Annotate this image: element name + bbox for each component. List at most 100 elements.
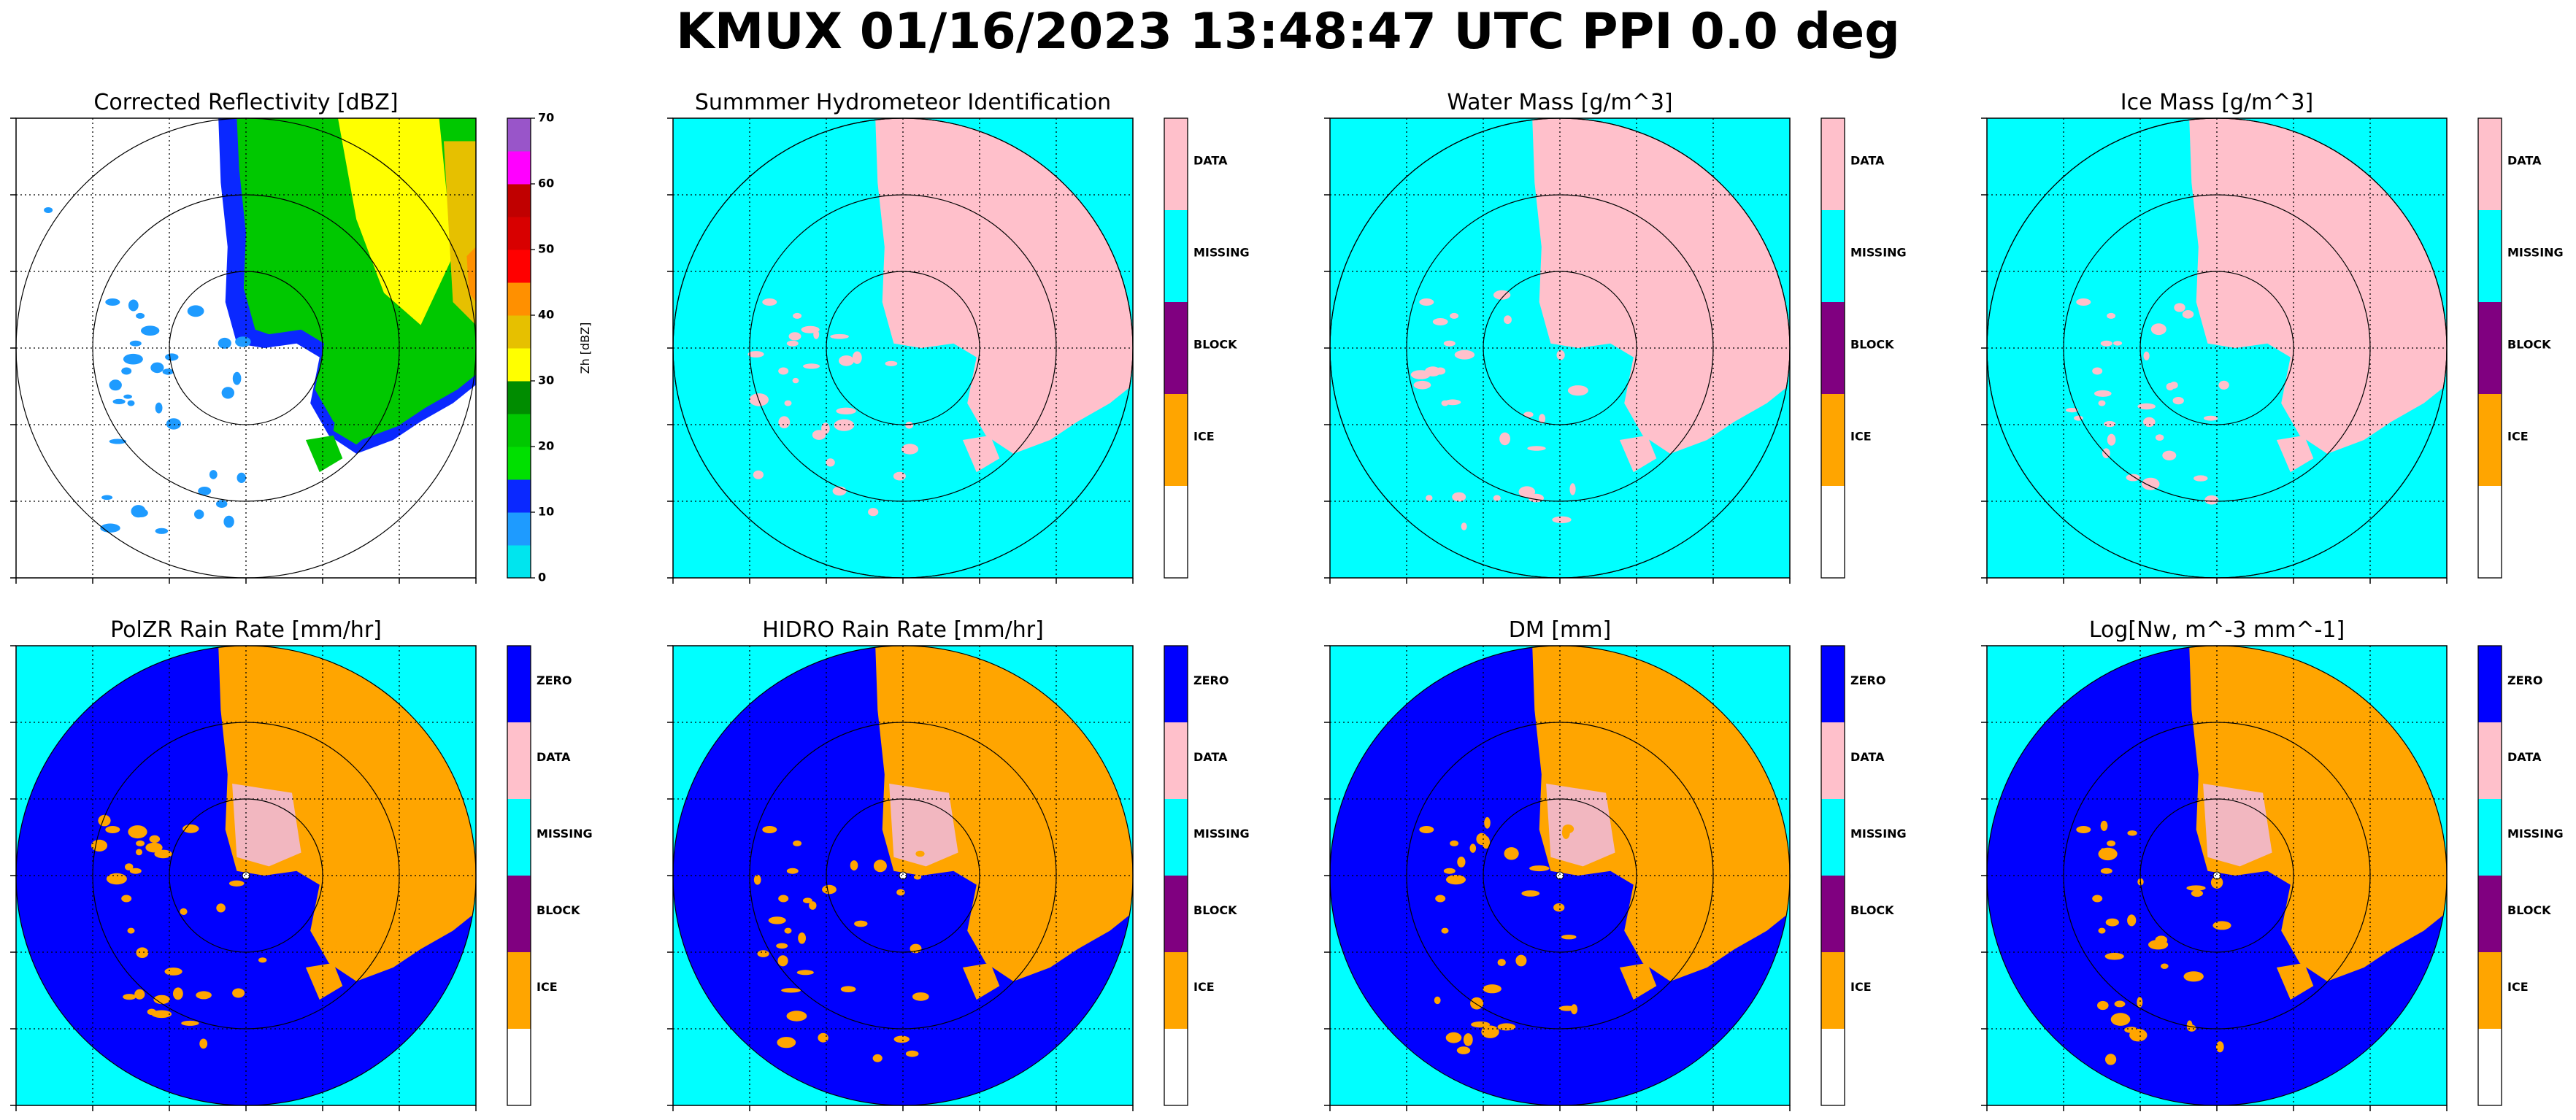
colorbar-label: ICE (537, 980, 558, 994)
echo-speckle (830, 333, 849, 339)
echo-speckle (839, 355, 854, 366)
echo-speckle (2066, 408, 2079, 413)
echo-speckle (109, 439, 126, 444)
echo-speckle (757, 950, 769, 957)
colorbar-segment (1164, 952, 1188, 1030)
colorbar-segment (1821, 118, 1845, 211)
echo-speckle (154, 849, 172, 859)
colorbar-segment (1821, 952, 1845, 1030)
echo-speckle (905, 1050, 919, 1057)
colorbar-label: ICE (2507, 980, 2529, 994)
colorbar-segment (1821, 876, 1845, 953)
echo-speckle (2104, 421, 2116, 428)
echo-speckle (165, 353, 179, 361)
echo-speckle (2124, 1027, 2139, 1033)
echo-speckle (1570, 1004, 1578, 1015)
echo-speckle (209, 470, 218, 479)
echo-speckle (2107, 312, 2116, 319)
echo-speckle (173, 987, 183, 1000)
echo-cell (2304, 394, 2355, 445)
panel-3: Water Mass [g/m^3] DATA MISSING BLOCK ICE (1324, 90, 1907, 584)
range-ring (92, 194, 400, 502)
echo-speckle (2174, 303, 2185, 312)
echo-cell (333, 922, 384, 973)
echo-speckle (1484, 816, 1491, 829)
colorbar-segment (2478, 722, 2502, 800)
echo-speckle (1432, 318, 1448, 325)
echo-speckle (1446, 875, 1466, 885)
echo-speckle (1452, 492, 1466, 502)
echo-speckle (784, 400, 792, 406)
echo-speckle (1521, 890, 1540, 897)
colorbar-segment (1164, 118, 1188, 211)
colorbar-segment (507, 381, 531, 414)
echo-speckle (852, 351, 862, 364)
colorbar-segment (507, 447, 531, 480)
echo-speckle (237, 472, 247, 484)
echo-cell (1647, 394, 1698, 445)
colorbar-segment (2478, 394, 2502, 487)
echo-speckle (106, 873, 127, 885)
echo-speckle (187, 305, 204, 317)
echo-region (1532, 646, 1790, 981)
echo-speckle (2172, 397, 2184, 405)
colorbar-label: MISSING (1193, 827, 1250, 841)
echo-speckle (1443, 340, 1456, 347)
echo-region (2189, 118, 2447, 454)
colorbar-label: DATA (1193, 750, 1228, 764)
echo-speckle (196, 991, 212, 1000)
colorbar-label: DATA (537, 750, 571, 764)
colorbar-label: BLOCK (2507, 903, 2551, 917)
colorbar-segment (507, 512, 531, 546)
echo-speckle (768, 916, 786, 924)
echo-speckle (781, 988, 801, 993)
echo-speckle (753, 874, 761, 885)
panel-title: Summmer Hydrometeor Identification (695, 90, 1111, 115)
colorbar-segment (1821, 1029, 1845, 1106)
echo-cell (333, 394, 384, 445)
colorbar-frame (1820, 645, 1845, 1106)
echo-speckle (136, 849, 142, 856)
echo-speckle (836, 407, 856, 414)
colorbar-label: BLOCK (1850, 903, 1894, 917)
colorbar-label: ZERO (1850, 673, 1885, 687)
echo-speckle (793, 840, 802, 846)
echo-cell (1619, 435, 1657, 473)
colorbar-label: DATA (1193, 154, 1228, 168)
echo-speckle (873, 860, 887, 873)
echo-speckle (1523, 412, 1534, 418)
colorbar-frame (1164, 117, 1188, 579)
echo-speckle (1456, 1046, 1471, 1054)
echo-speckle (1483, 984, 1502, 994)
colorbar-label: DATA (2507, 750, 2542, 764)
echo-speckle (834, 419, 855, 431)
colorbar-label: ZERO (2507, 673, 2542, 687)
echo-speckle (1454, 349, 1475, 360)
echo-speckle (1527, 446, 1546, 451)
echo-speckle (2110, 1013, 2131, 1026)
echo-speckle (199, 1038, 208, 1049)
echo-speckle (2105, 1054, 2117, 1065)
echo-core (2203, 784, 2272, 867)
echo-speckle (1419, 298, 1434, 306)
colorbar-segment (507, 479, 531, 513)
echo-speckle (1443, 868, 1456, 874)
echo-cell (2304, 922, 2355, 973)
echo-speckle (1450, 312, 1459, 319)
echo-speckle (2186, 1020, 2193, 1031)
echo-cell (305, 962, 343, 1000)
echo-cell (962, 962, 1000, 1000)
colorbar-label: ICE (2507, 430, 2529, 444)
echo-speckle (198, 487, 212, 495)
panel-title: Log[Nw, m^-3 mm^-1] (2089, 617, 2345, 643)
echo-region (875, 646, 1133, 981)
echo-speckle (155, 402, 163, 414)
echo-speckle (123, 994, 137, 1000)
colorbar-segment (1164, 394, 1188, 487)
panel-title: Ice Mass [g/m^3] (2121, 90, 2313, 115)
colorbar-segment (507, 184, 531, 217)
echo-speckle (232, 371, 242, 385)
echo-speckle (44, 207, 53, 213)
colorbar-label: ZERO (1193, 673, 1229, 687)
colorbar-tick-label: 20 (538, 439, 554, 453)
